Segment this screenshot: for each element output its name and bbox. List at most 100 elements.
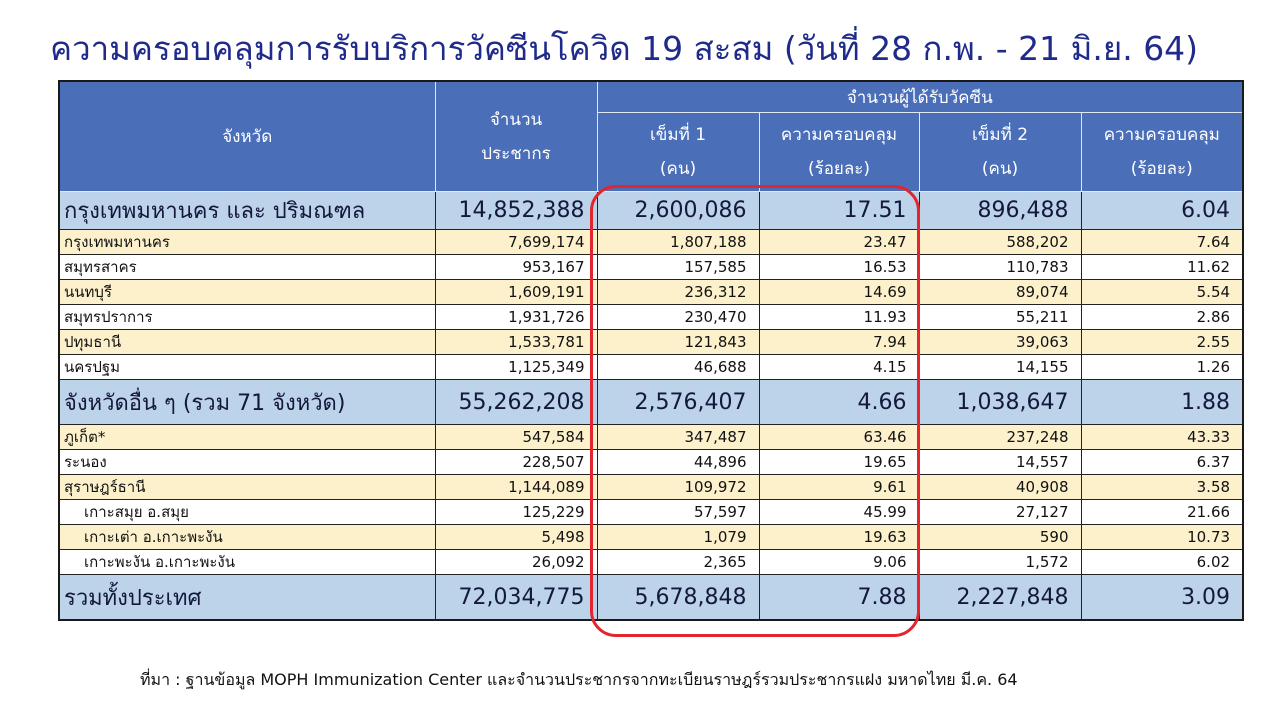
row-dose1: 109,972 bbox=[596, 474, 760, 500]
row-name: นครปฐม bbox=[58, 354, 436, 380]
row-population: 125,229 bbox=[434, 499, 598, 525]
row-dose1: 5,678,848 bbox=[596, 574, 760, 621]
row-name: สมุทรปราการ bbox=[58, 304, 436, 330]
row-dose1: 46,688 bbox=[596, 354, 760, 380]
table-row-section: จังหวัดอื่น ๆ (รวม 71 จังหวัด) 55,262,20… bbox=[58, 379, 1244, 425]
row-dose1: 1,807,188 bbox=[596, 229, 760, 255]
table-row: นครปฐม 1,125,349 46,688 4.15 14,155 1.26 bbox=[58, 354, 1244, 380]
row-coverage1: 23.47 bbox=[758, 229, 920, 255]
table-row: กรุงเทพมหานคร 7,699,174 1,807,188 23.47 … bbox=[58, 229, 1244, 255]
row-dose2: 27,127 bbox=[918, 499, 1082, 525]
row-dose2: 2,227,848 bbox=[918, 574, 1082, 621]
row-coverage2: 2.55 bbox=[1080, 329, 1244, 355]
row-dose2: 14,557 bbox=[918, 449, 1082, 475]
row-dose1: 236,312 bbox=[596, 279, 760, 305]
row-population: 1,931,726 bbox=[434, 304, 598, 330]
row-coverage1: 4.15 bbox=[758, 354, 920, 380]
row-dose1: 44,896 bbox=[596, 449, 760, 475]
row-dose2: 588,202 bbox=[918, 229, 1082, 255]
row-dose2: 1,572 bbox=[918, 549, 1082, 575]
row-coverage2: 7.64 bbox=[1080, 229, 1244, 255]
row-population: 1,533,781 bbox=[434, 329, 598, 355]
row-population: 5,498 bbox=[434, 524, 598, 550]
row-coverage1: 4.66 bbox=[758, 379, 920, 425]
row-coverage2: 2.86 bbox=[1080, 304, 1244, 330]
row-dose2: 1,038,647 bbox=[918, 379, 1082, 425]
table-row: นนทบุรี 1,609,191 236,312 14.69 89,074 5… bbox=[58, 279, 1244, 305]
row-name: เกาะเต่า อ.เกาะพะงัน bbox=[58, 524, 436, 550]
row-dose2: 89,074 bbox=[918, 279, 1082, 305]
row-coverage1: 63.46 bbox=[758, 424, 920, 450]
table-row-total: รวมทั้งประเทศ 72,034,775 5,678,848 7.88 … bbox=[58, 574, 1244, 621]
row-dose1: 2,365 bbox=[596, 549, 760, 575]
row-coverage2: 6.04 bbox=[1080, 191, 1244, 230]
row-coverage2: 6.37 bbox=[1080, 449, 1244, 475]
row-coverage2: 43.33 bbox=[1080, 424, 1244, 450]
row-coverage2: 3.09 bbox=[1080, 574, 1244, 621]
row-dose2: 110,783 bbox=[918, 254, 1082, 280]
header-dose1: เข็มที่ 1 (คน) bbox=[596, 112, 760, 192]
row-dose1: 347,487 bbox=[596, 424, 760, 450]
table-row: เกาะเต่า อ.เกาะพะงัน 5,498 1,079 19.63 5… bbox=[58, 524, 1244, 550]
row-coverage2: 1.88 bbox=[1080, 379, 1244, 425]
row-dose1: 1,079 bbox=[596, 524, 760, 550]
header-coverage1: ความครอบคลุม (ร้อยละ) bbox=[758, 112, 920, 192]
row-name: จังหวัดอื่น ๆ (รวม 71 จังหวัด) bbox=[58, 379, 436, 425]
row-name: กรุงเทพมหานคร และ ปริมณฑล bbox=[58, 191, 436, 230]
row-name: กรุงเทพมหานคร bbox=[58, 229, 436, 255]
header-vaccinated: จำนวนผู้ได้รับวัคซีน bbox=[596, 80, 1244, 113]
row-dose2: 40,908 bbox=[918, 474, 1082, 500]
row-population: 7,699,174 bbox=[434, 229, 598, 255]
row-dose1: 57,597 bbox=[596, 499, 760, 525]
table-row: เกาะสมุย อ.สมุย 125,229 57,597 45.99 27,… bbox=[58, 499, 1244, 525]
row-population: 55,262,208 bbox=[434, 379, 598, 425]
row-name: ปทุมธานี bbox=[58, 329, 436, 355]
row-dose2: 590 bbox=[918, 524, 1082, 550]
header-province: จังหวัด bbox=[58, 80, 436, 192]
row-name: สมุทรสาคร bbox=[58, 254, 436, 280]
row-name: นนทบุรี bbox=[58, 279, 436, 305]
row-population: 72,034,775 bbox=[434, 574, 598, 621]
row-coverage1: 16.53 bbox=[758, 254, 920, 280]
row-dose1: 2,576,407 bbox=[596, 379, 760, 425]
row-coverage1: 7.94 bbox=[758, 329, 920, 355]
row-coverage1: 9.61 bbox=[758, 474, 920, 500]
page-title: ความครอบคลุมการรับบริการวัคซีนโควิด 19 ส… bbox=[50, 29, 1199, 68]
row-population: 547,584 bbox=[434, 424, 598, 450]
row-dose2: 14,155 bbox=[918, 354, 1082, 380]
row-coverage1: 14.69 bbox=[758, 279, 920, 305]
row-coverage2: 10.73 bbox=[1080, 524, 1244, 550]
table-row: ปทุมธานี 1,533,781 121,843 7.94 39,063 2… bbox=[58, 329, 1244, 355]
table-row: สุราษฎร์ธานี 1,144,089 109,972 9.61 40,9… bbox=[58, 474, 1244, 500]
row-dose1: 230,470 bbox=[596, 304, 760, 330]
header-dose2: เข็มที่ 2 (คน) bbox=[918, 112, 1082, 192]
table-row: สมุทรปราการ 1,931,726 230,470 11.93 55,2… bbox=[58, 304, 1244, 330]
row-dose1: 2,600,086 bbox=[596, 191, 760, 230]
row-name: ระนอง bbox=[58, 449, 436, 475]
row-coverage2: 1.26 bbox=[1080, 354, 1244, 380]
row-coverage2: 3.58 bbox=[1080, 474, 1244, 500]
row-coverage1: 19.65 bbox=[758, 449, 920, 475]
row-population: 953,167 bbox=[434, 254, 598, 280]
row-coverage1: 19.63 bbox=[758, 524, 920, 550]
row-population: 1,609,191 bbox=[434, 279, 598, 305]
row-population: 26,092 bbox=[434, 549, 598, 575]
table-row: ภูเก็ต* 547,584 347,487 63.46 237,248 43… bbox=[58, 424, 1244, 450]
row-name: เกาะสมุย อ.สมุย bbox=[58, 499, 436, 525]
row-coverage2: 11.62 bbox=[1080, 254, 1244, 280]
row-coverage1: 45.99 bbox=[758, 499, 920, 525]
row-name: เกาะพะงัน อ.เกาะพะงัน bbox=[58, 549, 436, 575]
table-row: สมุทรสาคร 953,167 157,585 16.53 110,783 … bbox=[58, 254, 1244, 280]
row-dose2: 896,488 bbox=[918, 191, 1082, 230]
row-population: 1,125,349 bbox=[434, 354, 598, 380]
row-coverage2: 5.54 bbox=[1080, 279, 1244, 305]
row-population: 1,144,089 bbox=[434, 474, 598, 500]
row-coverage1: 11.93 bbox=[758, 304, 920, 330]
row-name: ภูเก็ต* bbox=[58, 424, 436, 450]
row-name: รวมทั้งประเทศ bbox=[58, 574, 436, 621]
vaccination-coverage-table: จังหวัด จำนวน ประชากร จำนวนผู้ได้รับวัคซ… bbox=[58, 80, 1245, 621]
table-row: เกาะพะงัน อ.เกาะพะงัน 26,092 2,365 9.06 … bbox=[58, 549, 1244, 575]
row-coverage1: 17.51 bbox=[758, 191, 920, 230]
row-name: สุราษฎร์ธานี bbox=[58, 474, 436, 500]
header-population: จำนวน ประชากร bbox=[434, 80, 598, 192]
